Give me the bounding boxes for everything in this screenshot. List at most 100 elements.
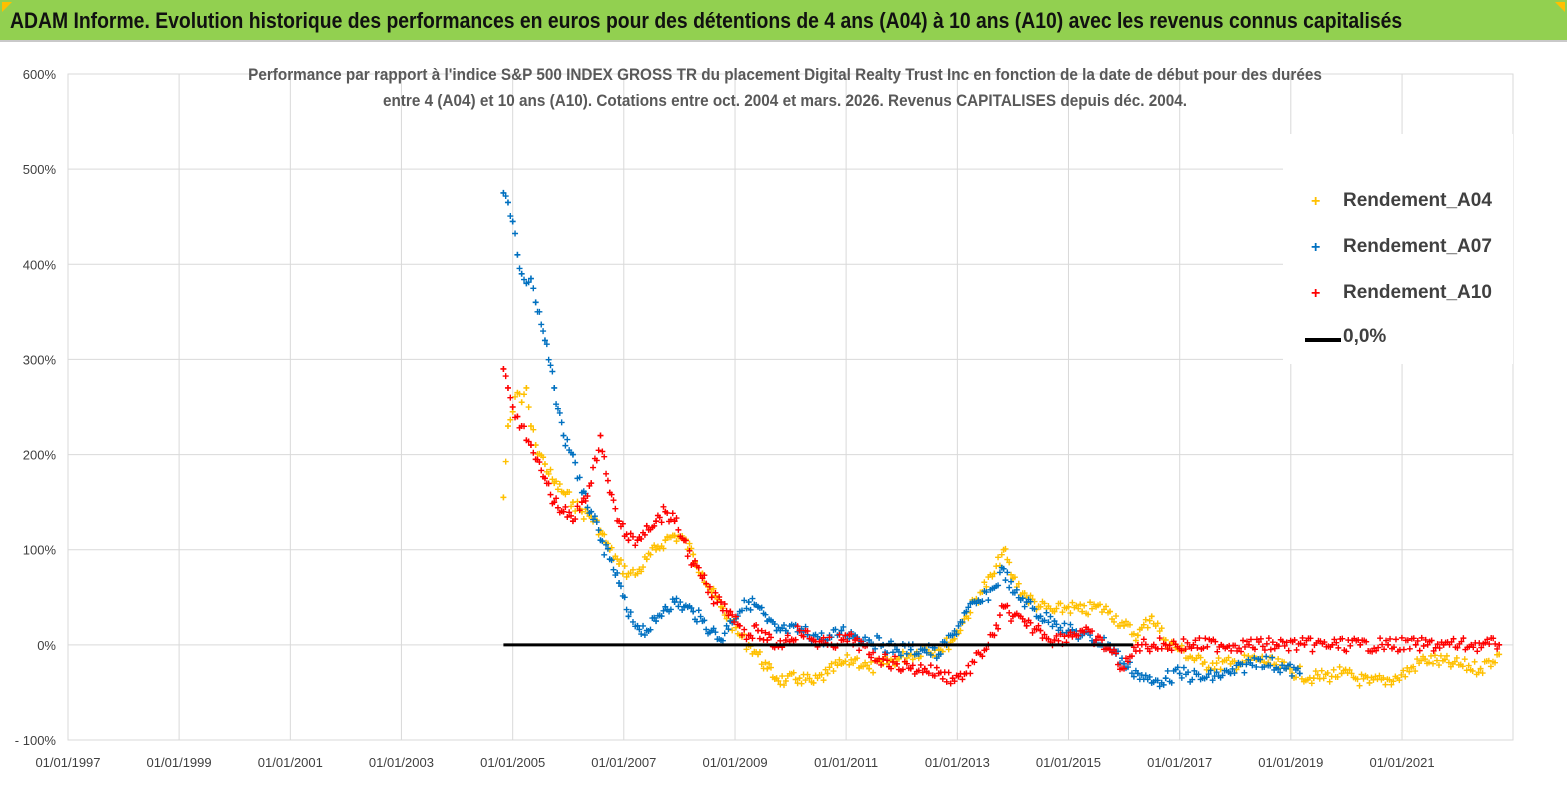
data-point bbox=[574, 503, 581, 510]
data-point bbox=[1297, 640, 1304, 647]
data-point bbox=[820, 677, 827, 684]
data-point bbox=[907, 665, 914, 672]
x-tick-label: 01/01/2011 bbox=[814, 755, 878, 770]
data-point bbox=[553, 401, 560, 408]
data-point bbox=[1469, 668, 1476, 675]
data-point bbox=[1330, 666, 1337, 673]
data-point bbox=[560, 432, 567, 439]
data-point bbox=[617, 557, 624, 564]
data-point bbox=[1209, 677, 1216, 684]
data-point bbox=[1061, 620, 1068, 627]
data-point bbox=[854, 635, 861, 642]
data-point bbox=[1369, 648, 1376, 655]
data-point bbox=[749, 595, 756, 602]
data-point bbox=[541, 461, 548, 468]
data-point bbox=[1240, 637, 1247, 644]
data-point bbox=[619, 520, 626, 527]
data-point bbox=[1429, 660, 1436, 667]
data-point bbox=[512, 393, 519, 400]
data-point bbox=[1138, 624, 1145, 631]
data-point bbox=[1077, 601, 1084, 608]
data-point bbox=[854, 655, 861, 662]
data-point bbox=[706, 583, 713, 590]
data-point bbox=[651, 522, 658, 529]
data-point bbox=[1207, 667, 1214, 674]
data-point bbox=[784, 632, 791, 639]
data-point bbox=[1213, 669, 1220, 676]
data-point bbox=[500, 189, 507, 196]
data-point bbox=[1004, 602, 1011, 609]
data-point bbox=[538, 467, 545, 474]
data-point bbox=[1204, 643, 1211, 650]
data-point bbox=[951, 635, 958, 642]
data-point bbox=[830, 668, 837, 675]
data-point bbox=[1422, 656, 1429, 663]
data-point bbox=[864, 662, 871, 669]
data-point bbox=[1111, 618, 1118, 625]
data-point bbox=[547, 466, 554, 473]
data-point bbox=[1156, 635, 1163, 642]
data-point bbox=[1366, 679, 1373, 686]
data-point bbox=[545, 356, 552, 363]
data-point bbox=[538, 321, 545, 328]
data-point bbox=[1002, 545, 1009, 552]
data-point bbox=[758, 604, 765, 611]
data-point bbox=[996, 569, 1003, 576]
data-point bbox=[1275, 666, 1282, 673]
data-point bbox=[1310, 675, 1317, 682]
data-point bbox=[1308, 680, 1315, 687]
data-point bbox=[634, 537, 641, 544]
data-point bbox=[1150, 641, 1157, 648]
data-point bbox=[1176, 670, 1183, 677]
data-point bbox=[1045, 619, 1052, 626]
data-point bbox=[712, 589, 719, 596]
data-point bbox=[985, 597, 992, 604]
data-point bbox=[1376, 672, 1383, 679]
data-point bbox=[1241, 669, 1248, 676]
legend-label-a10: Rendement_A10 bbox=[1343, 282, 1492, 303]
data-point bbox=[782, 637, 789, 644]
data-point bbox=[509, 218, 516, 225]
data-point bbox=[1294, 665, 1301, 672]
data-point bbox=[1228, 647, 1235, 654]
data-point bbox=[1487, 663, 1494, 670]
report-title: ADAM Informe. Evolution historique des p… bbox=[10, 8, 1403, 33]
report-banner: ADAM Informe. Evolution historique des p… bbox=[0, 0, 1567, 42]
data-point bbox=[584, 493, 591, 500]
y-tick-label: - 100% bbox=[15, 733, 57, 748]
data-point bbox=[947, 680, 954, 687]
data-point bbox=[1168, 679, 1175, 686]
data-point bbox=[814, 675, 821, 682]
data-point bbox=[547, 362, 554, 369]
data-point bbox=[1190, 641, 1197, 648]
y-tick-label: 500% bbox=[23, 162, 57, 177]
data-point bbox=[679, 607, 686, 614]
y-tick-label: 400% bbox=[23, 257, 57, 272]
data-point bbox=[572, 508, 579, 515]
data-point bbox=[673, 515, 680, 522]
data-point bbox=[1180, 664, 1187, 671]
data-point bbox=[551, 499, 558, 506]
data-point bbox=[1267, 662, 1274, 669]
data-point bbox=[1142, 672, 1149, 679]
data-point bbox=[1309, 648, 1316, 655]
data-point bbox=[983, 646, 990, 653]
chart-title: Performance par rapport à l'indice S&P 5… bbox=[169, 62, 1402, 114]
data-point bbox=[601, 551, 608, 558]
data-point bbox=[1019, 595, 1026, 602]
data-point bbox=[768, 634, 775, 641]
data-point bbox=[889, 658, 896, 665]
data-point bbox=[1329, 641, 1336, 648]
series-rendement-a07 bbox=[500, 189, 1303, 690]
data-point bbox=[870, 669, 877, 676]
data-point bbox=[599, 538, 606, 545]
data-point bbox=[591, 513, 598, 520]
y-tick-label: 0% bbox=[37, 638, 56, 653]
data-point bbox=[1115, 661, 1122, 668]
data-point bbox=[653, 546, 660, 553]
data-point bbox=[723, 615, 730, 622]
data-point bbox=[675, 526, 682, 533]
data-point bbox=[653, 618, 660, 625]
data-point bbox=[599, 448, 606, 455]
data-point bbox=[1065, 603, 1072, 610]
